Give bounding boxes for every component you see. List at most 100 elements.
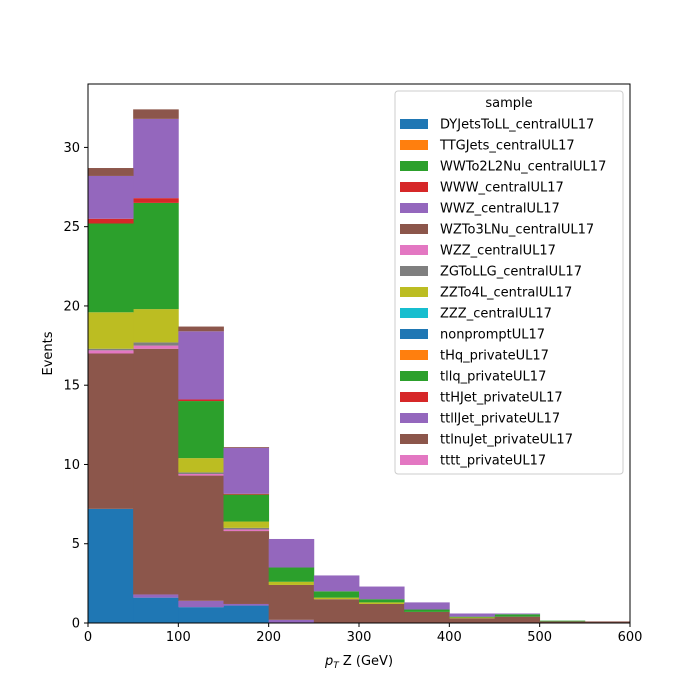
legend-swatch [400,455,428,465]
bar-segment [178,458,224,473]
bar-segment [133,348,179,595]
bar-segment [133,309,179,343]
x-axis-label-subscript: T [333,661,340,671]
bar-segment [133,198,179,203]
bar-segment [178,600,224,608]
bar-segment [494,616,541,623]
legend-swatch [400,224,428,234]
bar-segment [223,494,270,522]
bar-segment [494,613,541,615]
bar-segment [584,621,631,623]
legend-entry-label: tHq_privateUL17 [440,349,549,364]
legend-swatch [400,266,428,276]
bar-segment [133,202,179,310]
bar-segment [404,602,450,610]
legend-entry-label: ttHJet_privateUL17 [440,391,563,406]
bar-segment [223,605,270,623]
x-tick-label: 200 [256,630,281,645]
bar-segment [133,345,179,349]
y-tick-label: 20 [63,299,80,314]
y-tick-label: 25 [63,220,80,235]
bar-segment [223,531,270,604]
bar-segment [313,591,360,598]
bar-segment [449,616,495,618]
bar-segment [449,617,495,619]
bar-segment [313,599,360,623]
legend-swatch [400,119,428,129]
legend-swatch [400,287,428,297]
bar-segment [223,521,270,528]
legend-entry-label: ZZZ_centralUL17 [440,307,552,322]
bar-segment [88,353,134,509]
y-axis-ticks: 0 5 10 15 20 25 30 [63,141,88,632]
y-tick-label: 10 [63,458,80,473]
legend-swatch [400,308,428,318]
legend-swatch [400,350,428,360]
legend-swatch [400,182,428,192]
legend-swatch [400,392,428,402]
legend-entry-label: ttlnuJet_privateUL17 [440,433,573,448]
y-axis-label: Events [41,331,56,375]
bars-layer [88,109,631,623]
bar-segment [133,118,179,199]
bar-segment [449,618,495,623]
x-tick-label: 600 [618,630,643,645]
bar-segment [268,538,315,568]
bar-segment [133,342,179,346]
bar-segment [133,109,179,119]
legend-entry-label: tttt_privateUL17 [440,454,546,469]
legend-entry-label: nonpromptUL17 [440,328,545,343]
bar-segment [449,613,495,617]
x-tick-label: 300 [347,630,372,645]
bar-segment [404,609,450,612]
legend-swatch [400,140,428,150]
legend-entry-label: ZZTo4L_centralUL17 [440,286,572,301]
x-tick-label: 100 [166,630,191,645]
legend-entry-label: WWZ_centralUL17 [440,202,560,217]
legend-swatch [400,203,428,213]
legend-entry-label: DYJetsToLL_centralUL17 [440,118,594,133]
x-tick-label: 400 [437,630,462,645]
bar-segment [178,475,224,601]
bar-segment [88,168,134,176]
legend-swatch [400,329,428,339]
bar-segment [88,218,134,224]
bar-segment [88,350,134,354]
legend-swatch [400,245,428,255]
x-axis-label: pT Z (GeV) [324,654,393,671]
x-axis-label-main: p [324,654,333,669]
bar-segment [88,175,134,219]
bar-segment [404,611,450,623]
bar-segment [88,223,134,313]
bar-segment [178,472,224,474]
bar-segment [268,584,315,620]
legend-entry-label: WZTo3LNu_centralUL17 [440,223,594,238]
bar-segment [223,493,270,495]
bar-segment [133,597,179,623]
legend: sample DYJetsToLL_centralUL17 TTGJets_cent… [394,90,624,475]
bar-segment [178,607,224,623]
bar-segment [268,581,315,585]
bar-segment [178,473,224,476]
bar-segment [133,594,179,598]
legend-swatch [400,413,428,423]
legend-swatch [400,434,428,444]
legend-swatch [400,371,428,381]
bar-segment [223,447,270,448]
bar-segment [88,312,134,349]
bar-segment [178,331,224,400]
bar-segment [359,586,405,600]
legend-title: sample [485,96,532,111]
legend-entry-label: ttllJet_privateUL17 [440,412,560,427]
bar-segment [178,326,224,332]
legend-entry-label: WZZ_centralUL17 [440,244,556,259]
bar-segment [88,348,134,351]
bar-segment [313,597,360,600]
bar-segment [359,602,405,604]
y-tick-label: 30 [63,141,80,156]
bar-segment [539,621,586,623]
bar-segment [268,567,315,582]
legend-entry-label: WWW_centralUL17 [440,181,564,196]
bar-segment [223,529,270,532]
bar-segment [359,603,405,623]
